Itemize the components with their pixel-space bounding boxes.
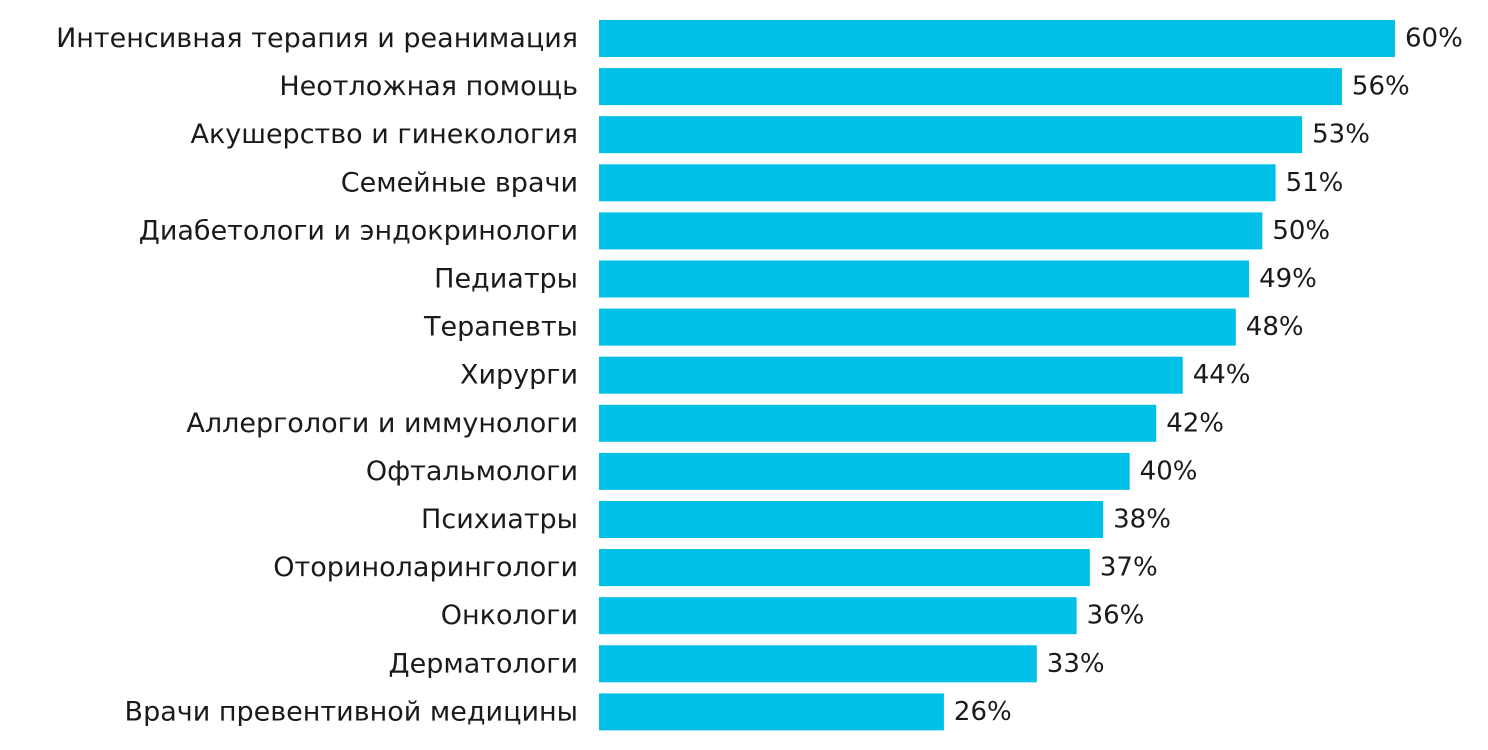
bar xyxy=(599,356,1183,394)
bar xyxy=(599,693,944,731)
category-label: Педиатры xyxy=(434,264,578,295)
data-label: 49% xyxy=(1259,264,1317,294)
data-label: 38% xyxy=(1113,505,1171,535)
bars xyxy=(599,20,1395,731)
bar xyxy=(599,549,1090,587)
category-label: Дерматологи xyxy=(388,648,578,679)
data-label: 40% xyxy=(1140,456,1198,486)
bar xyxy=(599,164,1276,202)
bar xyxy=(599,260,1250,298)
category-label: Терапевты xyxy=(423,312,578,343)
data-label: 37% xyxy=(1100,553,1158,583)
bar xyxy=(599,597,1077,635)
bar xyxy=(599,645,1037,683)
value-labels: 60% 56% 53% 51% 50% 49% 48% 44% 42% 40% 38% 37% 36% 3… xyxy=(954,24,1463,727)
category-label: Онкологи xyxy=(441,600,578,631)
bar xyxy=(599,404,1157,442)
data-label: 33% xyxy=(1047,649,1105,679)
category-label: Психиатры xyxy=(421,504,578,535)
data-label: 44% xyxy=(1193,360,1251,390)
category-label: Семейные врачи xyxy=(341,167,578,198)
bar xyxy=(599,212,1263,250)
bar xyxy=(599,116,1303,154)
category-label: Неотложная помощь xyxy=(279,71,578,102)
data-label: 60% xyxy=(1405,24,1463,54)
data-label: 36% xyxy=(1087,601,1145,631)
data-label: 42% xyxy=(1166,408,1224,438)
bar xyxy=(599,20,1395,57)
data-label: 56% xyxy=(1352,72,1410,102)
bar xyxy=(599,452,1130,490)
data-label: 48% xyxy=(1246,312,1304,342)
data-label: 26% xyxy=(954,697,1012,727)
data-label: 51% xyxy=(1286,168,1344,198)
category-label: Аллергологи и иммунологи xyxy=(186,408,578,439)
data-label: 53% xyxy=(1312,120,1370,150)
category-labels: Интенсивная терапия и реанимация Неотложн… xyxy=(56,23,578,727)
category-label: Акушерство и гинекология xyxy=(190,119,578,150)
category-label: Хирурги xyxy=(460,360,578,391)
category-label: Оториноларингологи xyxy=(273,552,578,583)
category-label: Офтальмологи xyxy=(366,456,578,487)
category-label: Диабетологи и эндокринологи xyxy=(139,215,578,246)
bar xyxy=(599,308,1236,346)
bar xyxy=(599,501,1104,538)
bar xyxy=(599,68,1342,106)
data-label: 50% xyxy=(1272,216,1330,246)
category-label: Врачи превентивной медицины xyxy=(125,696,578,727)
category-label: Интенсивная терапия и реанимация xyxy=(56,23,578,54)
